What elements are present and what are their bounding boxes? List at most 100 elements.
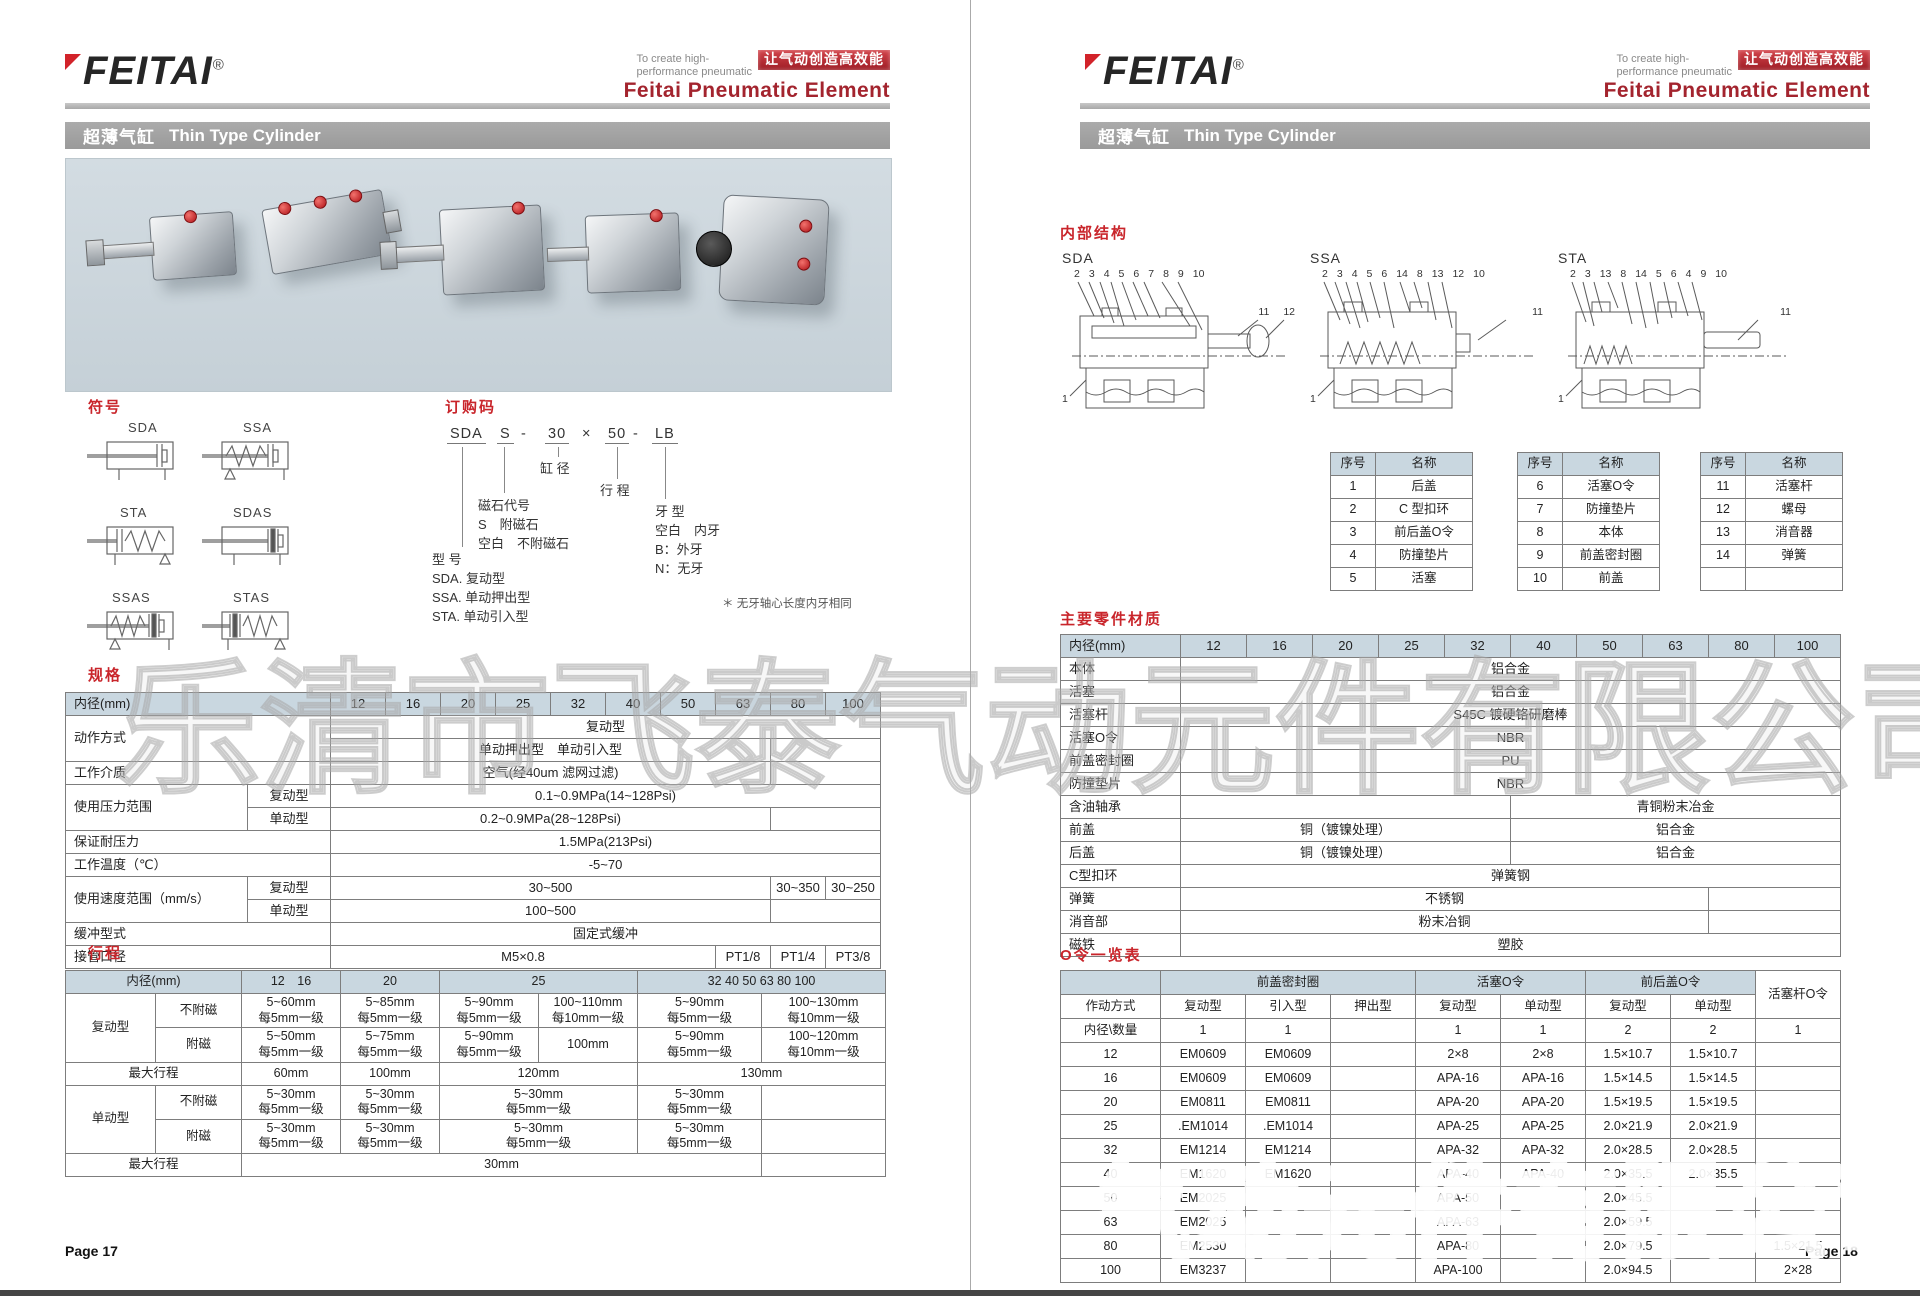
structure-diagram-sta: STA 2 3 13 8 14 5 6 4 9 10 11 1	[1558, 250, 1793, 433]
model-callout: 型 号 SDA. 复动型 SSA. 单动押出型 STA. 单动引入型	[432, 552, 531, 624]
table-cell	[1708, 887, 1841, 911]
brand-line: Feitai Pneumatic Element	[1603, 79, 1870, 103]
table-cell	[1330, 1234, 1416, 1259]
brand-line: Feitai Pneumatic Element	[623, 79, 890, 103]
table-cell: 11	[1700, 475, 1746, 499]
port-dot	[312, 194, 328, 210]
spec-table: 内径(mm) 12 16 20 25 32 40 50 63 80 100 动作方式 复动型 单动押出型 …	[64, 692, 882, 969]
piston-rod	[546, 246, 590, 262]
stroke-section-title: 行程	[88, 945, 123, 962]
table-cell: 2.0×21.9	[1585, 1114, 1672, 1139]
table-cell	[770, 807, 882, 831]
table-cell: 0.2~0.9MPa(28~128Psi)	[330, 807, 772, 831]
callout-number: 11	[1532, 306, 1543, 318]
callout-number-1: 1	[1558, 393, 1564, 405]
leader-line	[504, 447, 505, 493]
table: 序号 名称 6 活塞O令 7 防撞垫片 8 本体 9 前盖密封圈 10 前盖	[1517, 452, 1660, 591]
oring-table: 前盖密封圈 活塞O令 前后盖O令 活塞杆O令 作动方式 复动型 引入型 押出型 复动型 单动型 复动…	[1060, 970, 1842, 1283]
table-cell: 最大行程	[65, 1061, 242, 1086]
symbol-label-ssas: SSAS	[112, 590, 151, 605]
table-cell	[1060, 970, 1161, 995]
table: 内径(mm) 12 16 20 25 32 40 50 63 80 100 动作方式 复动型 单动押出型 …	[64, 692, 882, 969]
symbols-section-title: 符号	[88, 399, 123, 416]
page-title: 超薄气缸 Thin Type Cylinder	[65, 122, 890, 149]
table-cell: PT3/8	[825, 945, 882, 969]
table-cell	[1330, 1210, 1416, 1235]
callout-number: 8	[1416, 268, 1423, 280]
table-cell: 5~85mm 每5mm一级	[340, 992, 440, 1029]
table-cell: 25	[439, 970, 638, 994]
table-cell: 10	[1517, 567, 1563, 591]
table-cell: 12	[1180, 634, 1247, 658]
callout-number: 13	[1431, 268, 1444, 280]
table-cell: 附磁	[155, 1027, 242, 1063]
table-cell: 20	[1060, 1090, 1161, 1115]
order-token-times: ×	[582, 426, 592, 442]
table-cell: 2.0×94.5	[1585, 1258, 1672, 1283]
spec-section-title: 规格	[88, 667, 123, 684]
piston-rod	[393, 244, 445, 264]
thread-callout: 牙 型 空白 内牙 B：外牙 N：无牙	[655, 504, 721, 576]
callout-number-1: 1	[1310, 393, 1316, 405]
table-cell: 含油轴承	[1060, 795, 1181, 819]
logo-triangle-icon	[65, 54, 81, 70]
table-cell: 30mm	[241, 1153, 762, 1177]
table-cell: 1	[1415, 1018, 1501, 1043]
table-cell	[761, 1118, 886, 1155]
table-cell: NBR	[1180, 726, 1841, 750]
table-cell: 5~30mm 每5mm一级	[637, 1118, 762, 1155]
table-cell	[1245, 1186, 1331, 1211]
table-cell: 5~30mm 每5mm一级	[340, 1084, 440, 1120]
thread-note: ＊ 无牙轴心长度内牙相同	[722, 598, 852, 610]
table-cell	[1670, 1186, 1757, 1211]
header-tagline-right: To create high-performance pneumatic 让气动…	[1540, 50, 1870, 102]
table-cell: 使用压力范围	[65, 784, 248, 831]
table-cell: 63	[1642, 634, 1709, 658]
table-cell: 消音器	[1745, 521, 1843, 545]
table: 序号 名称 11 活塞杆 12 螺母 13 消音器 14 弹簧	[1700, 452, 1843, 591]
table-cell: 螺母	[1745, 498, 1843, 522]
table-cell: 16	[385, 692, 442, 716]
table-cell: 5~30mm 每5mm一级	[241, 1118, 341, 1155]
table-cell: 内径\数量	[1060, 1018, 1161, 1043]
table-cell: 5~30mm 每5mm一级	[241, 1084, 341, 1120]
leader-line	[617, 447, 618, 479]
table-cell: 12	[330, 692, 387, 716]
callout-number: 14	[1635, 268, 1647, 280]
table-cell: EM1620	[1245, 1162, 1331, 1187]
table-cell	[1755, 1066, 1842, 1091]
table-cell: 作动方式	[1060, 994, 1161, 1019]
order-token-dash2: -	[633, 426, 639, 442]
table-cell: PT1/8	[715, 945, 772, 969]
table-cell: 铝合金	[1510, 841, 1841, 865]
table-cell: 1.5×21.5	[1755, 1234, 1842, 1259]
table-cell: APA-20	[1415, 1090, 1501, 1115]
stroke-table: 内径(mm) 12 16 20 25 32 40 50 63 80 100 复动型 不附磁 5…	[65, 970, 886, 1177]
table-cell: 不附磁	[155, 1084, 242, 1120]
table-cell	[761, 1153, 886, 1177]
table-cell: 磁铁	[1060, 933, 1181, 957]
table-cell: 单动型	[1499, 994, 1587, 1019]
table-cell: 5~60mm 每5mm一级	[241, 992, 341, 1029]
callout-number: 6	[1133, 268, 1140, 280]
table-cell: 弹簧钢	[1180, 864, 1841, 888]
table-cell	[1755, 1114, 1842, 1139]
table-cell: 本体	[1562, 521, 1660, 545]
table-cell: 1	[1499, 1018, 1587, 1043]
table-cell: 复动型	[1160, 994, 1246, 1019]
table-cell: 130mm	[637, 1061, 886, 1086]
table: 内径(mm) 12 16 20 25 32 40 50 63 80 100 本体 铝合金 活塞 铝合金 活塞杆…	[1060, 634, 1841, 957]
table-cell: 3	[1330, 521, 1376, 545]
parts-table-1: 序号 名称 1 后盖 2 C 型扣环 3 前后盖O令 4 防撞垫片 5 活塞	[1330, 452, 1473, 591]
table-cell: EM0609	[1245, 1066, 1331, 1091]
order-token-dash1: -	[521, 426, 527, 442]
table-cell: APA-32	[1499, 1138, 1587, 1163]
table-cell: EM3237	[1160, 1258, 1246, 1283]
table-cell: EM0609	[1160, 1042, 1246, 1067]
registered-mark: ®	[212, 56, 225, 74]
table-cell: 120mm	[439, 1061, 638, 1086]
table-cell: 40	[1510, 634, 1577, 658]
table-cell: 2×8	[1499, 1042, 1587, 1067]
callout-number: 8	[1620, 268, 1627, 280]
table-cell: 1.5×14.5	[1585, 1066, 1672, 1091]
